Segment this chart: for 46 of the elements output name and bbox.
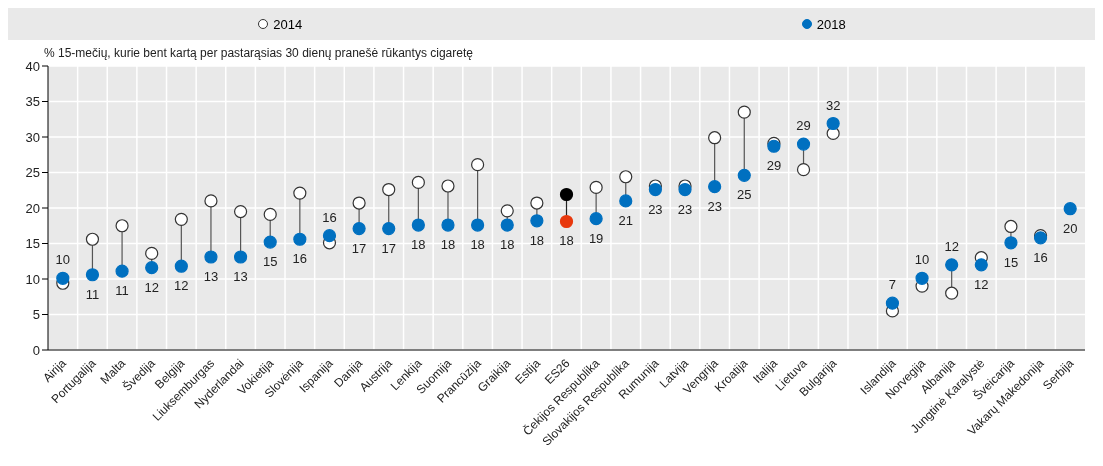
data-label: 23 — [648, 201, 663, 217]
data-label: 12 — [974, 276, 989, 292]
y-tick-label: 5 — [32, 307, 40, 323]
legend-label: 2018 — [815, 16, 846, 32]
data-label: 29 — [796, 118, 811, 134]
data-label: 17 — [381, 240, 396, 256]
data-label: 11 — [115, 283, 129, 299]
y-tick-label: 30 — [25, 129, 40, 145]
data-label: 23 — [707, 198, 722, 214]
data-label: 19 — [588, 230, 604, 246]
y-tick-label: 10 — [25, 271, 40, 287]
data-label: 11 — [85, 286, 100, 302]
data-label: 21 — [618, 212, 633, 228]
data-label: 23 — [677, 201, 693, 217]
data-label: 25 — [737, 187, 752, 203]
data-label: 10 — [914, 252, 930, 268]
data-label: 12 — [144, 279, 159, 295]
data-label: 13 — [203, 268, 219, 284]
y-tick-label: 35 — [25, 94, 40, 110]
y-axis-title: % 15-mečių, kurie bent kartą per pastarąsias 30 dienų pranešė rūkantys cigaretę — [44, 46, 474, 60]
data-label: 18 — [500, 237, 515, 253]
y-tick-label: 15 — [25, 236, 40, 252]
data-label: 7 — [888, 277, 897, 293]
data-label: 15 — [1003, 254, 1019, 270]
y-tick-label: 25 — [25, 165, 40, 181]
y-tick-label: 20 — [25, 200, 40, 216]
data-label: 20 — [1062, 220, 1078, 236]
data-label: 17 — [351, 240, 367, 256]
y-tick-label: 40 — [25, 58, 40, 74]
data-label: 18 — [470, 237, 485, 253]
y-tick-label: 0 — [32, 342, 40, 358]
data-label: 16 — [1033, 249, 1048, 265]
data-label: 18 — [529, 232, 545, 248]
data-label: 29 — [766, 158, 782, 174]
data-label: 18 — [440, 237, 456, 253]
legend-label: 2014 — [272, 16, 303, 32]
data-label: 16 — [292, 251, 308, 267]
data-label: 16 — [322, 209, 337, 225]
data-label: 12 — [944, 238, 959, 254]
data-label: 18 — [411, 237, 426, 253]
data-label: 18 — [559, 233, 574, 249]
data-label: 10 — [55, 252, 71, 268]
data-label: 13 — [233, 268, 248, 284]
data-label: 12 — [174, 278, 189, 294]
data-label: 15 — [262, 254, 278, 270]
data-label: 32 — [825, 97, 841, 113]
